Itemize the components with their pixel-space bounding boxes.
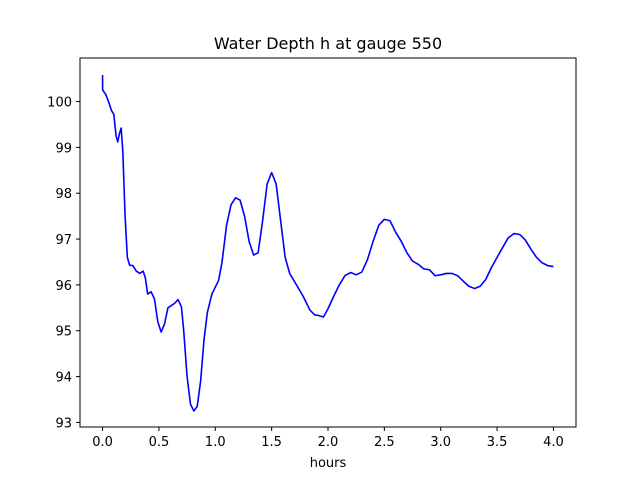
x-tick-label: 2.0 [318, 435, 339, 450]
y-tick-label: 94 [55, 371, 72, 386]
chart-title: Water Depth h at gauge 550 [214, 34, 442, 53]
plot-area [101, 74, 554, 412]
y-tick-label: 96 [55, 279, 72, 294]
y-tick-label: 99 [55, 141, 72, 156]
y-tick-label: 93 [55, 416, 72, 431]
y-tick-label: 98 [55, 187, 72, 202]
x-tick-label: 2.5 [374, 435, 395, 450]
y-tick-label: 97 [55, 233, 72, 248]
x-tick-label: 1.0 [205, 435, 226, 450]
series-line-0 [101, 74, 554, 412]
x-axis: 0.0 0.5 1.0 1.5 2.0 2.5 3.0 3.5 4.0 [92, 427, 564, 450]
x-tick-label: 0.5 [149, 435, 170, 450]
x-axis-label: hours [310, 456, 347, 471]
axes-frame [79, 57, 577, 428]
x-tick-label: 0.0 [92, 435, 113, 450]
x-tick-label: 3.5 [487, 435, 508, 450]
x-tick-label: 3.0 [430, 435, 451, 450]
y-tick-label: 95 [55, 325, 72, 340]
x-tick-label: 1.5 [261, 435, 282, 450]
y-axis: 93 94 95 96 97 98 99 100 [47, 96, 80, 431]
x-tick-label: 4.0 [543, 435, 564, 450]
y-tick-label: 100 [47, 96, 72, 111]
